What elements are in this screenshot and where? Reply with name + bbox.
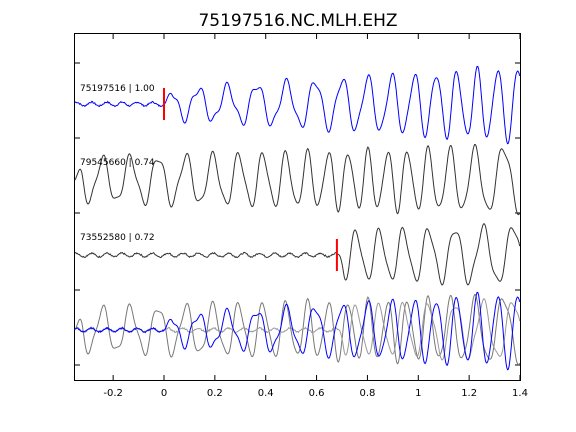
trace-line-2: [74, 143, 521, 216]
overlay-trace-3: [74, 298, 521, 361]
plot-area-frame: [74, 33, 521, 381]
overlay-trace-2: [74, 293, 521, 366]
trace-line-3: [74, 223, 521, 286]
overlay-trace-1: [74, 291, 521, 371]
chart-title: 75197516.NC.MLH.EHZ: [198, 11, 397, 31]
trace-label-3: 73552580 | 0.72: [80, 233, 155, 243]
trace-label-1: 75197516 | 1.00: [80, 84, 155, 94]
x-tick-label: 1: [415, 388, 421, 399]
trace-line-1: [74, 65, 521, 145]
x-tick-label: 1.2: [461, 388, 477, 399]
trace-labels: 75197516 | 1.00 79545660 | 0.74 73552580…: [80, 84, 155, 243]
x-tick-label: 1.4: [512, 388, 528, 399]
x-tick-label: 0: [161, 388, 167, 399]
trace-label-2: 79545660 | 0.74: [80, 158, 155, 168]
y-ticks: [75, 62, 520, 366]
x-tick-label: 0.2: [207, 388, 223, 399]
x-tick-label: 0.6: [309, 388, 325, 399]
x-tick-label: -0.2: [103, 388, 123, 399]
x-tick-label: 0.4: [258, 388, 274, 399]
x-axis: -0.2 0 0.2 0.4 0.6 0.8 1 1.2 1.4: [103, 34, 528, 399]
traces: [74, 65, 521, 371]
x-tick-label: 0.8: [359, 388, 375, 399]
